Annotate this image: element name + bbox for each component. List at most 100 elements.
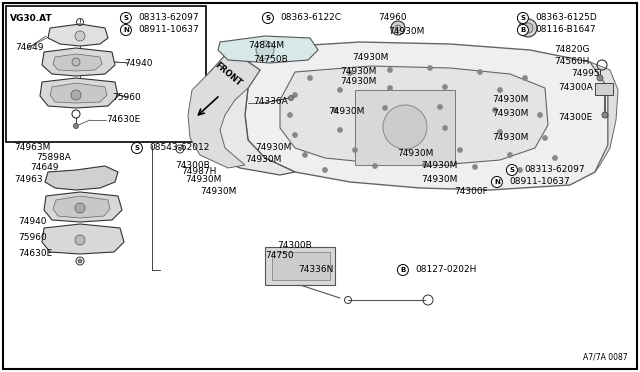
Text: 74300B: 74300B — [175, 160, 210, 170]
Text: 08543-62012: 08543-62012 — [149, 144, 209, 153]
Text: 74630E: 74630E — [106, 115, 140, 125]
Text: 74336N: 74336N — [298, 266, 333, 275]
Text: 74930M: 74930M — [340, 67, 376, 77]
Text: 74960: 74960 — [378, 13, 406, 22]
Text: 74930M: 74930M — [185, 174, 221, 183]
Polygon shape — [218, 36, 318, 63]
Circle shape — [287, 112, 292, 118]
Circle shape — [372, 164, 378, 169]
Text: 74930M: 74930M — [421, 174, 458, 183]
Circle shape — [518, 167, 522, 173]
Circle shape — [438, 105, 442, 109]
Text: 74940: 74940 — [18, 218, 47, 227]
Circle shape — [543, 135, 547, 141]
Circle shape — [442, 125, 447, 131]
Text: 75960: 75960 — [18, 234, 47, 243]
Text: 75960: 75960 — [112, 93, 141, 102]
Circle shape — [391, 21, 405, 35]
Circle shape — [179, 148, 182, 151]
Text: 74963: 74963 — [14, 176, 43, 185]
Circle shape — [522, 76, 527, 80]
Text: FRONT: FRONT — [213, 61, 243, 88]
Text: 74930M: 74930M — [328, 106, 364, 115]
Circle shape — [497, 129, 502, 135]
Polygon shape — [44, 192, 122, 222]
Polygon shape — [50, 83, 107, 103]
Text: 74300F: 74300F — [454, 186, 488, 196]
Text: 08363-6125D: 08363-6125D — [535, 13, 596, 22]
Circle shape — [337, 87, 342, 93]
Circle shape — [333, 108, 337, 112]
Polygon shape — [188, 50, 260, 168]
Circle shape — [506, 164, 517, 176]
Text: 74649: 74649 — [15, 44, 44, 52]
Text: B: B — [520, 27, 525, 33]
Text: B: B — [400, 267, 406, 273]
Polygon shape — [280, 66, 548, 165]
Text: 74930M: 74930M — [245, 154, 282, 164]
Polygon shape — [53, 196, 110, 218]
Bar — [265, 247, 335, 285]
Circle shape — [477, 70, 483, 74]
Text: 74940: 74940 — [124, 58, 152, 67]
Polygon shape — [48, 24, 108, 46]
Circle shape — [383, 106, 387, 110]
Circle shape — [472, 164, 477, 170]
Circle shape — [303, 153, 307, 157]
Text: S: S — [134, 145, 140, 151]
Text: 08363-6122C: 08363-6122C — [280, 13, 341, 22]
Circle shape — [75, 235, 85, 245]
Text: 74930M: 74930M — [492, 134, 529, 142]
Circle shape — [120, 25, 131, 35]
Circle shape — [74, 124, 79, 128]
Text: 08116-B1647: 08116-B1647 — [535, 26, 596, 35]
Circle shape — [120, 13, 131, 23]
Polygon shape — [230, 42, 608, 190]
Text: 08313-62097: 08313-62097 — [524, 166, 584, 174]
Text: 74820G: 74820G — [554, 45, 589, 54]
Circle shape — [292, 93, 298, 97]
Circle shape — [323, 167, 328, 173]
Circle shape — [422, 163, 428, 167]
Text: 74560H: 74560H — [554, 57, 589, 65]
Text: 74930M: 74930M — [352, 54, 388, 62]
Circle shape — [406, 145, 410, 151]
Circle shape — [383, 105, 427, 149]
Circle shape — [395, 25, 401, 31]
Circle shape — [602, 112, 608, 118]
Text: 74930M: 74930M — [421, 161, 458, 170]
Text: 74300A: 74300A — [558, 83, 593, 93]
Circle shape — [256, 41, 274, 59]
Text: 74963M: 74963M — [14, 144, 51, 153]
Circle shape — [75, 203, 85, 213]
Text: 74930M: 74930M — [340, 77, 376, 87]
Polygon shape — [590, 62, 618, 172]
Circle shape — [353, 148, 358, 153]
Text: N: N — [494, 179, 500, 185]
Text: A7/7A 0087: A7/7A 0087 — [584, 353, 628, 362]
Text: 74930M: 74930M — [492, 109, 529, 118]
Circle shape — [523, 23, 533, 33]
Text: 74630E: 74630E — [18, 250, 52, 259]
Text: 08313-62097: 08313-62097 — [138, 13, 198, 22]
Polygon shape — [42, 224, 124, 254]
Circle shape — [493, 108, 497, 112]
Text: 74995: 74995 — [571, 68, 600, 77]
Circle shape — [387, 86, 392, 90]
Bar — [595, 83, 613, 95]
Text: 08911-10637: 08911-10637 — [138, 26, 199, 35]
Text: 74649: 74649 — [30, 163, 58, 171]
Text: 74930M: 74930M — [388, 28, 424, 36]
Circle shape — [262, 13, 273, 23]
Circle shape — [387, 125, 392, 131]
Circle shape — [307, 76, 312, 80]
Circle shape — [458, 148, 463, 153]
Circle shape — [538, 112, 543, 118]
Text: 08127-0202H: 08127-0202H — [415, 266, 476, 275]
Circle shape — [428, 65, 433, 71]
Text: 74930M: 74930M — [255, 144, 291, 153]
Text: S: S — [509, 167, 515, 173]
Circle shape — [492, 176, 502, 187]
Polygon shape — [192, 50, 295, 175]
Circle shape — [397, 264, 408, 276]
